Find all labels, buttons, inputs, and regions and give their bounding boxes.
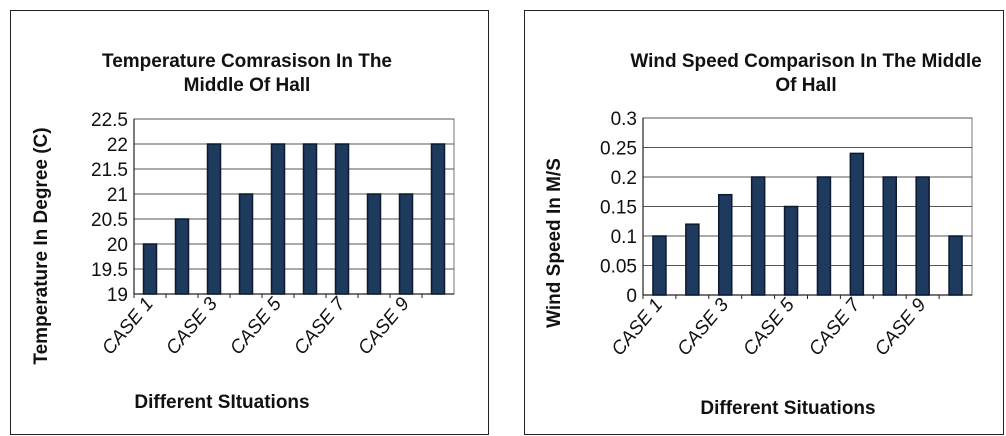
y-tick-label: 19 [107, 285, 128, 306]
y-tick-label: 0.2 [611, 168, 637, 189]
y-tick-label: 0.1 [611, 227, 637, 248]
bar [142, 243, 158, 295]
bar [915, 176, 930, 296]
chart-title-line: Of Hall [775, 75, 836, 96]
bar [685, 223, 700, 296]
bar [206, 143, 222, 295]
bar [334, 143, 350, 295]
x-tick-label: CASE 5 [226, 293, 286, 359]
y-tick-label: 20.5 [91, 210, 128, 231]
x-tick-label: CASE 1 [608, 295, 668, 360]
y-axis-title: Temperature In Degree (C) [31, 127, 52, 364]
bar [783, 205, 799, 296]
x-tick-label: CASE 3 [674, 294, 734, 360]
bar [718, 193, 733, 296]
x-tick-label: CASE 3 [162, 293, 222, 359]
x-tick-label: CASE 5 [739, 294, 799, 360]
temperature-chart-panel: Temperature Comrasison In The Middle Of H… [10, 10, 489, 435]
x-tick-label: CASE 7 [290, 293, 350, 359]
bar [366, 193, 382, 295]
x-axis-title: Different SItuations [134, 392, 309, 413]
bar [270, 143, 286, 295]
bar [652, 235, 667, 296]
chart-title-line: Middle Of Hall [184, 75, 311, 96]
wind-speed-chart: Wind Speed Comparison In The Middle Of Ha… [544, 51, 982, 419]
x-axis-title: Different Situations [700, 398, 875, 419]
x-tick-label: CASE 7 [805, 294, 865, 360]
y-tick-label: 0.15 [600, 198, 637, 219]
y-tick-label: 0 [626, 286, 637, 307]
bar [750, 176, 766, 296]
wind-speed-chart-panel: Wind Speed Comparison In The Middle Of Ha… [524, 10, 1004, 435]
y-tick-label: 22.5 [91, 110, 128, 131]
chart-title-line: Wind Speed Comparison In The Middle [630, 51, 981, 72]
chart-title-line: Temperature Comrasison In The [102, 51, 392, 72]
y-tick-label: 0.25 [600, 139, 637, 160]
x-tick-label: CASE 9 [354, 293, 414, 359]
bar [816, 176, 832, 296]
y-tick-label: 21.5 [91, 160, 128, 181]
bar [948, 235, 963, 296]
y-tick-label: 0.3 [611, 109, 637, 130]
y-tick-label: 20 [107, 235, 128, 256]
y-tick-label: 21 [107, 185, 128, 206]
temperature-chart: Temperature Comrasison In The Middle Of H… [31, 51, 455, 413]
bar [174, 218, 190, 295]
x-tick-label: CASE 9 [871, 294, 931, 360]
bar [430, 143, 446, 295]
bar [882, 176, 897, 296]
bar [302, 143, 318, 295]
bar [238, 193, 254, 295]
y-axis-title: Wind Speed In M/S [544, 158, 565, 328]
y-tick-label: 0.05 [600, 257, 637, 278]
bar [849, 152, 865, 296]
y-tick-label: 22 [107, 135, 128, 156]
y-tick-label: 19.5 [91, 260, 128, 281]
bar [398, 193, 414, 295]
